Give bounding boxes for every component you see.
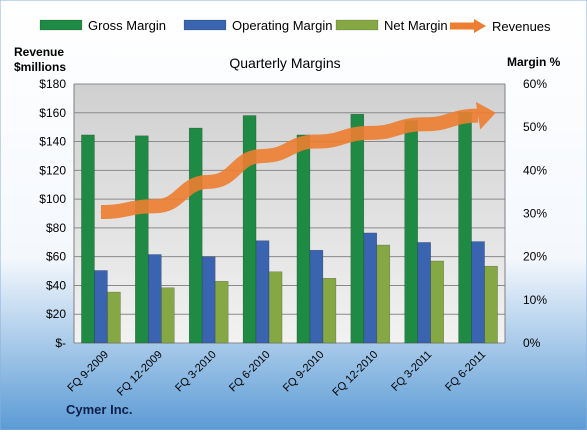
left-axis-title-line2: $millions (14, 60, 66, 74)
bar (161, 287, 175, 344)
bar (188, 127, 203, 344)
revenue-point (315, 141, 317, 143)
left-tick-label: $60 (46, 250, 66, 264)
revenue-line-path (100, 108, 479, 220)
bar (376, 244, 391, 344)
legend: Gross Margin Operating Margin Net Margin Re… (39, 18, 551, 34)
left-tick-label: $140 (39, 135, 66, 149)
revenue-point (208, 181, 210, 183)
revenue-point (477, 115, 479, 117)
left-axis-title-line1: Revenue (14, 45, 64, 59)
right-tick-label: 40% (523, 163, 547, 177)
legend-label: Revenues (492, 19, 551, 34)
bar (404, 120, 418, 344)
revenue-point (154, 205, 156, 207)
bar (148, 254, 162, 344)
revenue-point (100, 211, 102, 213)
bar (309, 249, 324, 344)
legend-label: Operating Margin (232, 18, 332, 33)
bar (322, 278, 337, 344)
bar (430, 260, 444, 344)
right-tick-label: 0% (523, 336, 541, 350)
bar (268, 271, 283, 344)
bar (417, 242, 431, 344)
revenue-line (100, 101, 496, 220)
bar (484, 265, 498, 344)
left-tick-label: $80 (46, 221, 66, 235)
legend-label: Gross Margin (88, 18, 166, 33)
right-tick-label: 30% (523, 207, 547, 221)
bar (471, 241, 485, 344)
legend-label: Net Margin (384, 18, 448, 33)
bar (81, 134, 95, 344)
revenue-point (369, 132, 371, 134)
bar (350, 113, 365, 344)
left-tick-label: $20 (46, 307, 66, 321)
bar (201, 256, 216, 344)
revenue-point (262, 155, 264, 157)
legend-swatch (335, 19, 379, 31)
bars (81, 111, 498, 344)
right-tick-label: 50% (523, 120, 547, 134)
left-tick-label: $120 (39, 163, 66, 177)
right-tick-label: 20% (523, 250, 547, 264)
bar (107, 291, 121, 344)
chart-title: Quarterly Margins (229, 55, 340, 71)
legend-swatch-arrow (474, 19, 486, 33)
left-tick-label: $160 (39, 106, 66, 120)
right-axis-ticks: 0% 10% 20% 30% 40% 50% 60% (523, 77, 547, 350)
bar (242, 115, 257, 344)
left-axis-ticks: $- $20 $40 $60 $80 $100 $120 $140 $160 $180 (39, 77, 66, 350)
left-tick-label: $- (55, 336, 66, 350)
bar (296, 134, 311, 344)
left-tick-label: $100 (39, 192, 66, 206)
left-tick-label: $40 (46, 278, 66, 292)
legend-swatch (39, 19, 83, 31)
left-tick-label: $180 (39, 77, 66, 91)
right-axis-title: Margin % (507, 55, 561, 69)
bar (458, 111, 472, 344)
bar (94, 270, 108, 344)
bar (363, 232, 378, 344)
bar (135, 135, 149, 344)
footer-label: Cymer Inc. (66, 402, 132, 417)
legend-swatch (183, 19, 227, 31)
revenue-point (423, 123, 425, 125)
right-tick-label: 10% (523, 293, 547, 307)
bar (214, 281, 229, 344)
bar (255, 240, 270, 344)
revenue-arrowhead (475, 101, 496, 130)
right-tick-label: 60% (523, 77, 547, 91)
